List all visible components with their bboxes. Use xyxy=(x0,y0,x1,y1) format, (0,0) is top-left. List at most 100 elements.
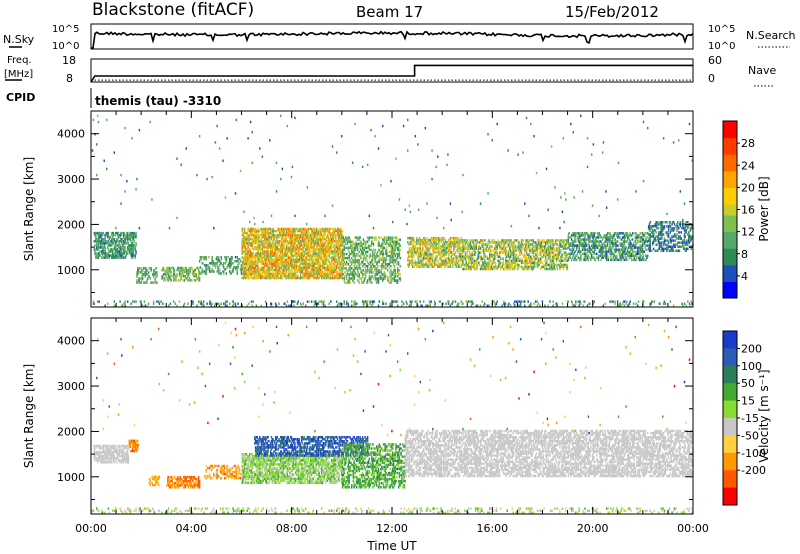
range-cell xyxy=(105,254,107,257)
range-cell xyxy=(278,244,280,247)
range-cell xyxy=(448,238,451,242)
range-cell xyxy=(452,263,454,266)
range-cell xyxy=(380,258,382,262)
range-cell xyxy=(326,227,329,231)
range-cell xyxy=(288,242,290,245)
range-cell xyxy=(375,256,377,260)
range-cell xyxy=(249,256,251,259)
range-cell xyxy=(305,234,307,237)
range-cell xyxy=(430,261,432,264)
range-cell xyxy=(246,260,248,263)
range-cell xyxy=(326,246,329,249)
range-cell xyxy=(290,264,292,268)
range-cell xyxy=(251,227,253,231)
range-cell xyxy=(355,236,357,239)
range-cell xyxy=(472,257,474,260)
range-cell xyxy=(426,241,428,244)
range-cell xyxy=(236,268,238,271)
range-cell xyxy=(313,231,315,235)
range-cell xyxy=(250,260,253,263)
range-cell xyxy=(239,258,241,261)
range-cell xyxy=(504,239,506,242)
range-cell xyxy=(258,258,260,261)
range-cell xyxy=(556,253,559,256)
range-cell xyxy=(436,255,438,258)
range-cell xyxy=(547,245,549,248)
range-cell xyxy=(114,256,116,259)
range-cell xyxy=(395,242,397,246)
range-cell xyxy=(320,268,322,272)
range-cell xyxy=(254,234,257,237)
range-cell xyxy=(459,249,462,252)
range-cell xyxy=(411,253,413,256)
range-cell xyxy=(458,261,460,264)
range-cell xyxy=(93,231,95,235)
range-cell xyxy=(172,266,174,270)
range-cell xyxy=(104,236,106,239)
range-cell xyxy=(535,243,537,246)
range-cell xyxy=(510,263,513,267)
range-cell xyxy=(521,265,524,269)
range-cell xyxy=(271,231,274,235)
range-cell xyxy=(331,260,333,263)
range-cell xyxy=(242,276,244,280)
range-cell xyxy=(527,265,529,269)
range-cell xyxy=(308,274,310,278)
range-cell xyxy=(154,281,156,284)
range-cell xyxy=(321,250,324,253)
range-cell xyxy=(285,238,288,241)
range-cell xyxy=(510,239,513,242)
range-cell xyxy=(561,259,564,263)
range-cell xyxy=(483,267,485,271)
range-cell xyxy=(282,242,284,245)
range-cell xyxy=(335,252,337,255)
range-cell xyxy=(341,264,343,268)
range-cell xyxy=(304,236,306,239)
range-cell xyxy=(264,250,266,253)
range-cell xyxy=(319,231,321,235)
range-cell xyxy=(280,270,282,274)
range-cell xyxy=(198,277,201,280)
range-cell xyxy=(551,249,554,252)
range-cell xyxy=(340,244,342,247)
range-cell xyxy=(324,274,326,278)
range-cell xyxy=(460,265,463,268)
range-cell xyxy=(332,227,335,231)
range-cell xyxy=(152,281,155,284)
range-cell xyxy=(333,246,335,249)
range-cell xyxy=(348,267,350,270)
range-cell xyxy=(560,239,563,242)
range-cell xyxy=(290,248,293,251)
range-cell xyxy=(305,256,307,259)
range-cell xyxy=(468,267,471,271)
range-cell xyxy=(452,241,454,244)
range-cell xyxy=(306,244,309,247)
range-cell xyxy=(269,252,272,255)
range-cell xyxy=(385,236,387,239)
range-cell xyxy=(298,254,300,257)
range-cell xyxy=(255,236,258,239)
range-cell xyxy=(341,272,343,276)
range-cell xyxy=(205,266,207,269)
range-cell xyxy=(455,241,457,244)
range-cell xyxy=(489,253,491,256)
range-cell xyxy=(384,263,386,266)
range-cell xyxy=(263,252,265,255)
range-cell xyxy=(340,240,342,243)
range-cell xyxy=(504,249,506,252)
range-cell xyxy=(121,246,123,249)
range-cell xyxy=(436,251,438,254)
range-cell xyxy=(258,246,260,249)
range-cell xyxy=(117,256,120,259)
range-cell xyxy=(382,260,385,264)
range-cell xyxy=(488,259,490,263)
range-cell xyxy=(382,273,384,276)
range-cell xyxy=(245,240,248,243)
range-cell xyxy=(303,254,305,257)
range-cell xyxy=(343,238,345,241)
range-cell xyxy=(556,239,559,242)
range-cell xyxy=(328,246,330,249)
range-cell xyxy=(290,236,293,239)
range-cell xyxy=(289,276,291,280)
range-cell xyxy=(106,252,109,255)
